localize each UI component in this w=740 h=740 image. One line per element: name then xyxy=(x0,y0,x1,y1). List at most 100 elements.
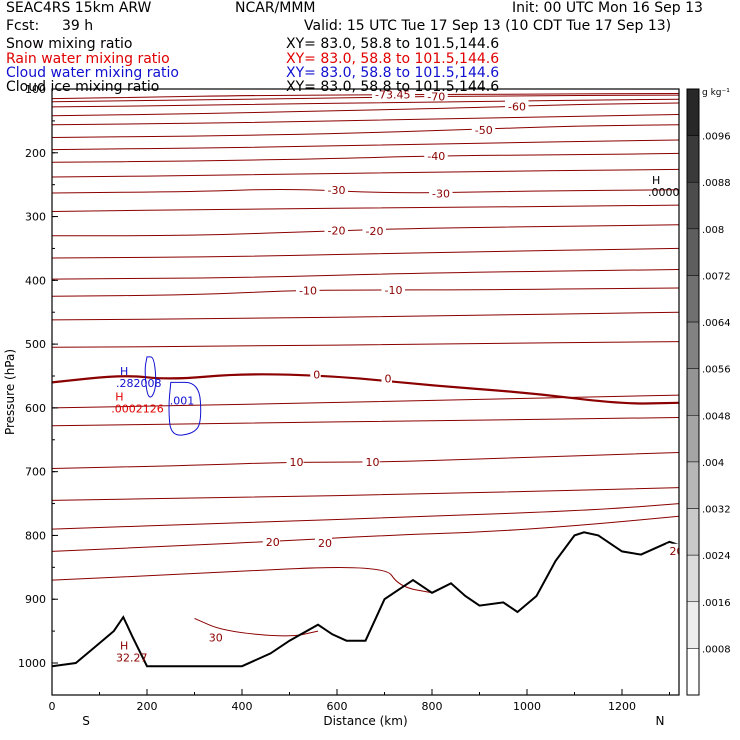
colorbar-label: .0024 xyxy=(702,551,731,562)
y-tick-label: 200 xyxy=(25,147,46,160)
temperature-contour xyxy=(52,139,679,151)
y-tick-label: 800 xyxy=(25,529,46,542)
colorbar-label: .0096 xyxy=(702,132,731,143)
field-xy-rain: XY= 83.0, 58.8 to 101.5,144.6 xyxy=(286,51,500,67)
colorbar-swatch xyxy=(686,508,700,556)
valid-time: Valid: 15 UTC Tue 17 Sep 13 (10 CDT Tue … xyxy=(304,18,672,34)
x-tick-label: 1000 xyxy=(513,700,541,713)
colorbar-swatch xyxy=(686,321,700,369)
field-name-rain: Rain water mixing ratio xyxy=(6,51,170,67)
max-marker-value: .0002126 xyxy=(111,403,164,416)
colorbar-swatch xyxy=(686,601,700,649)
temperature-contour xyxy=(52,417,679,427)
temperature-contour-label: -30 xyxy=(432,188,450,201)
y-tick-label: 1000 xyxy=(18,657,46,670)
temperature-contour xyxy=(52,168,679,178)
temperature-contour xyxy=(52,247,679,259)
temperature-contour xyxy=(52,124,679,138)
y-tick-label: 400 xyxy=(25,274,46,287)
max-marker-letter: H xyxy=(120,639,128,652)
terrain-line xyxy=(52,531,679,668)
temperature-contour-label: -20 xyxy=(328,225,346,238)
field-name-snow: Snow mixing ratio xyxy=(6,36,133,52)
temperature-contour xyxy=(52,503,679,530)
temperature-contour-label: -30 xyxy=(328,184,346,197)
colorbar-swatch xyxy=(686,554,700,603)
temperature-contour xyxy=(52,452,679,469)
colorbar-swatch xyxy=(686,135,700,183)
y-tick-label-top: 100 xyxy=(25,83,46,96)
contour-label-bg xyxy=(296,283,320,296)
field-name-cloud-ice: Cloud ice mixing ratio xyxy=(6,79,160,95)
temperature-contour-label: -10 xyxy=(385,284,403,297)
temperature-contour-label: -20 xyxy=(366,225,384,238)
colorbar-frame xyxy=(686,88,700,696)
contour-label-bg xyxy=(315,536,332,549)
temperature-contour-label: 20 xyxy=(318,537,332,550)
temperature-contour xyxy=(52,204,679,212)
colorbar-label: .004 xyxy=(702,458,724,469)
colorbar-unit: g kg⁻¹ xyxy=(702,88,730,98)
colorbar-swatch xyxy=(686,88,700,136)
contour-label-bg xyxy=(324,223,348,236)
temperature-contour-label: -40 xyxy=(427,150,445,163)
max-marker-letter: H xyxy=(652,174,660,187)
contour-label-bg xyxy=(310,367,321,380)
temperature-contour xyxy=(194,617,319,637)
temperature-contour xyxy=(52,373,679,405)
colorbar-swatch xyxy=(686,228,700,276)
direction-north: N xyxy=(656,714,665,728)
cloud-water-contour xyxy=(168,381,202,436)
temperature-contour-label: 10 xyxy=(366,456,380,469)
contour-label-bg xyxy=(666,543,679,556)
x-tick-label: 1200 xyxy=(608,700,636,713)
temperature-contour-label: -70 xyxy=(427,90,445,103)
contour-label-bg xyxy=(362,455,380,468)
fcst-value: 39 h xyxy=(62,18,94,34)
temperature-contour-label: -60 xyxy=(508,101,526,114)
x-tick-label: 400 xyxy=(232,700,253,713)
colorbar-label: .0048 xyxy=(702,411,731,422)
cloud-water-contour xyxy=(144,356,157,398)
contour-label-bg xyxy=(429,186,453,199)
contour-label-bg xyxy=(324,182,348,195)
contour-label-bg xyxy=(286,455,304,468)
temperature-contour xyxy=(52,114,679,126)
x-axis-title: Distance (km) xyxy=(323,714,407,728)
temperature-contour xyxy=(52,311,679,321)
x-tick-label: 0 xyxy=(49,700,56,713)
cloud-water-contour-label: .001 xyxy=(170,395,195,408)
plot-area: -73.45 -70 -60 -50 -40 -30 -30 -20 -20 -10 -10 0 0 10… xyxy=(52,88,708,668)
temperature-contour-label: 30 xyxy=(209,631,223,644)
colorbar-swatch xyxy=(686,368,700,416)
temperature-contour xyxy=(52,152,679,163)
temperature-contour xyxy=(52,394,679,409)
temperature-contour-label: 0 xyxy=(385,373,392,386)
contour-label-bg xyxy=(262,534,280,547)
temperature-contour-label: -73.45 xyxy=(375,88,410,101)
contour-label-bg xyxy=(471,122,496,135)
colorbar-swatch xyxy=(686,461,700,509)
contour-label-bg xyxy=(381,371,392,384)
colorbar-label: .0088 xyxy=(702,178,731,189)
temperature-contour xyxy=(52,94,679,103)
y-axis-title: Pressure (hPa) xyxy=(3,349,17,435)
contour-label-bg xyxy=(362,224,386,237)
colorbar-label: .0072 xyxy=(702,271,731,282)
field-xy-cloud-ice: XY= 83.0, 58.8 to 101.5,144.6 xyxy=(286,79,500,95)
temperature-contour-label: 20 xyxy=(670,545,684,558)
temperature-contour-label: -50 xyxy=(475,124,493,137)
colorbar-label: .0056 xyxy=(702,365,731,376)
contour-label-bg xyxy=(424,148,448,161)
contour-label-bg xyxy=(372,89,415,100)
temperature-contour xyxy=(52,287,679,297)
max-marker-value: .00005418 xyxy=(648,186,708,199)
colorbar-swatch xyxy=(686,181,700,230)
contour-label-bg xyxy=(205,630,223,643)
colorbar-label: .0008 xyxy=(702,644,731,655)
temperature-contour xyxy=(52,341,679,348)
y-tick-label: 900 xyxy=(25,593,46,606)
temperature-contour xyxy=(52,102,679,117)
temperature-contour xyxy=(52,269,679,280)
